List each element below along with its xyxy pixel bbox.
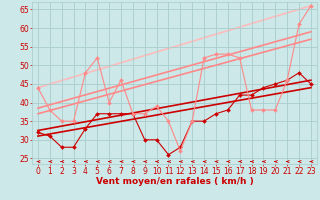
X-axis label: Vent moyen/en rafales ( km/h ): Vent moyen/en rafales ( km/h ) [96, 177, 253, 186]
